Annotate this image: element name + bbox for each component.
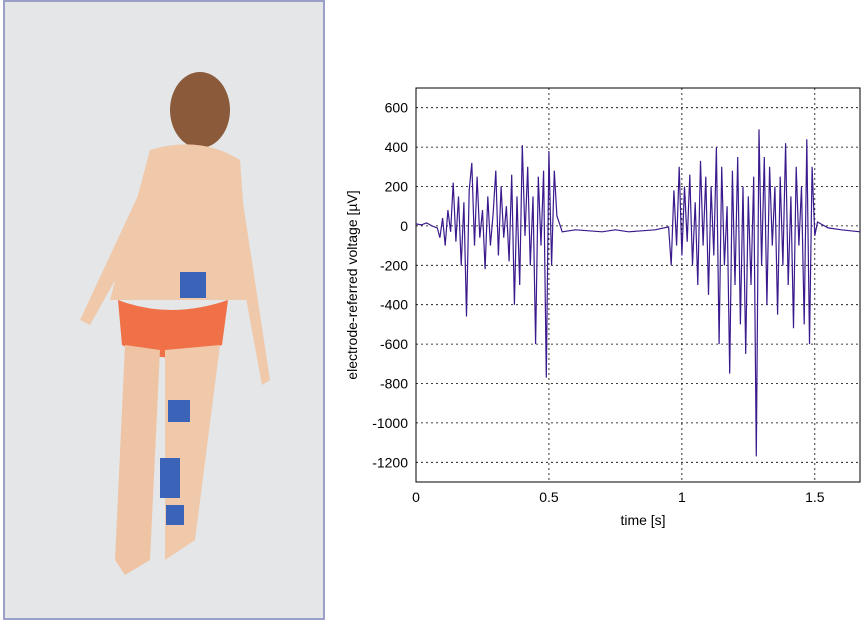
electrode <box>160 458 180 498</box>
y-tick-label: -800 <box>380 376 408 392</box>
y-tick-label: 400 <box>385 139 409 155</box>
y-tick-label: -600 <box>380 336 408 352</box>
y-axis-label: electrode-referred voltage [µV] <box>344 190 360 379</box>
arm <box>80 170 160 325</box>
y-tick-label: -1000 <box>372 415 408 431</box>
x-tick-label: 0.5 <box>539 489 559 505</box>
y-tick-label: -200 <box>380 257 408 273</box>
y-tick-label: 200 <box>385 179 409 195</box>
photo <box>3 0 325 620</box>
x-axis-label: time [s] <box>620 512 665 528</box>
y-tick-label: -400 <box>380 297 408 313</box>
electrode <box>166 505 184 525</box>
x-tick-label: 1.5 <box>805 489 825 505</box>
x-tick-label: 0 <box>412 489 420 505</box>
electrode <box>168 400 190 422</box>
leg <box>115 345 160 575</box>
electrode <box>180 272 206 298</box>
y-tick-label: -1200 <box>372 454 408 470</box>
swimwear <box>118 300 228 358</box>
signal-line <box>415 129 861 457</box>
arm <box>228 170 270 385</box>
x-tick-label: 1 <box>678 489 686 505</box>
y-tick-label: 0 <box>400 218 408 234</box>
hair <box>170 72 230 148</box>
y-tick-label: 600 <box>385 100 409 116</box>
